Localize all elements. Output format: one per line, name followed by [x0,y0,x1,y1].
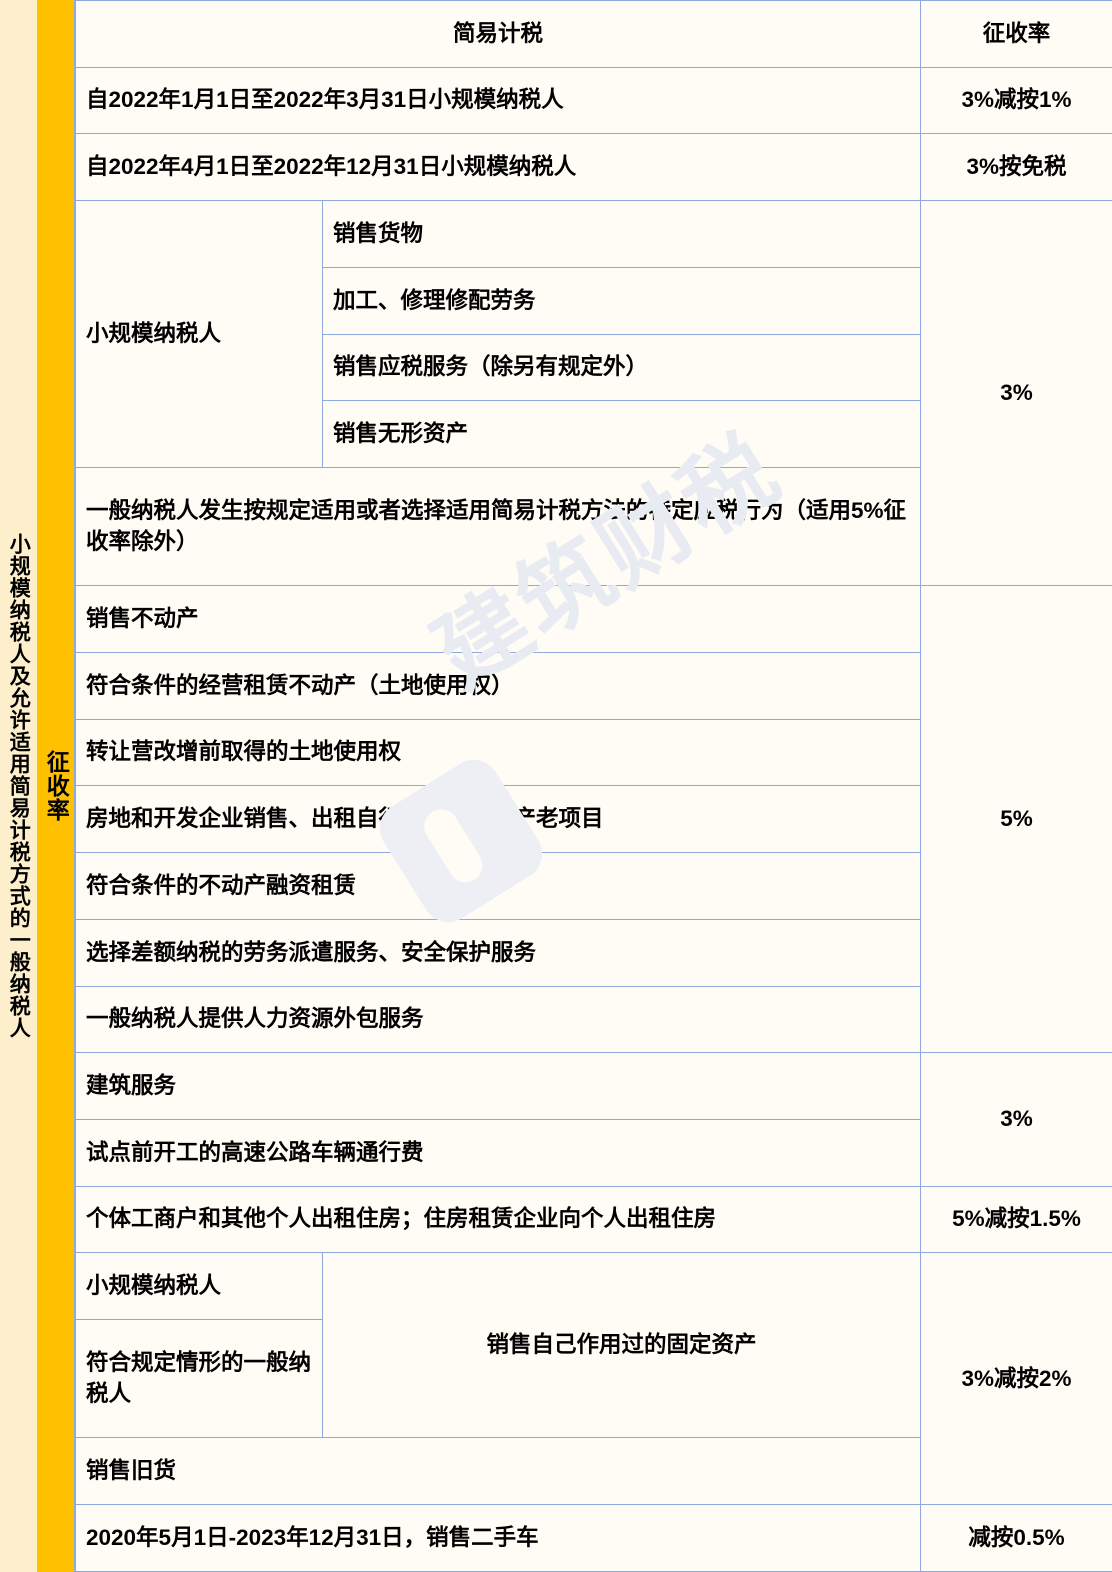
table-row: 选择差额纳税的劳务派遣服务、安全保护服务 [74,918,1112,987]
used-car-desc: 2020年5月1日-2023年12月31日，销售二手车 [74,1504,922,1572]
rate-vertical-label: 征收率 [43,750,70,822]
header-method: 简易计税 [74,0,922,68]
table-row: 自2022年1月1日至2022年3月31日小规模纳税人 3%减按1% [74,66,1112,135]
group-3pct-b-item-1: 试点前开工的高速公路车辆通行费 [74,1118,922,1187]
table-header-row: 简易计税 征收率 [74,0,1112,68]
header-rate: 征收率 [920,0,1112,68]
group-3-2-shared-desc: 销售自己作用过的固定资产 [321,1252,922,1439]
table-row: 2020年5月1日-2023年12月31日，销售二手车 减按0.5% [74,1504,1112,1572]
table-row: 一般纳税人发生按规定适用或者选择适用简易计税方法的特定应税行为（适用5%征收率除… [74,467,1112,587]
group-3pct-item-3: 销售无形资产 [321,400,922,469]
promo-1-desc: 自2022年1月1日至2022年3月31日小规模纳税人 [74,66,922,135]
group-3pct-taxpayer: 小规模纳税人 [75,200,323,469]
promo-1-rate: 3%减按1% [920,66,1112,135]
group-3-2-taxpayer-2: 符合规定情形的一般纳税人 [75,1319,323,1439]
group-5pct-item-5: 选择差额纳税的劳务派遣服务、安全保护服务 [74,918,922,987]
table-row: 销售不动产 5% [74,585,1112,1054]
group-5pct-item-0: 销售不动产 [74,585,922,653]
promo-2-desc: 自2022年4月1日至2022年12月31日小规模纳税人 [74,133,922,202]
group-3pct-rate: 3% [920,200,1112,587]
group-3pct-item-2: 销售应税服务（除另有规定外） [321,333,922,402]
group-3pct-b-item-0: 建筑服务 [74,1052,922,1120]
group-3-2-rate: 3%减按2% [920,1252,1112,1506]
group-5pct-item-1: 符合条件的经营租赁不动产（土地使用权） [74,651,922,720]
category-column: 小规模纳税人及允许适用简易计税方式的一般纳税人 [0,0,37,1572]
table-row: 建筑服务 3% [74,1052,1112,1187]
group-3-2-taxpayer-1: 小规模纳税人 [75,1252,323,1321]
table-row: 个体工商户和其他个人出租住房；住房租赁企业向个人出租住房 5%减按1.5% [74,1185,1112,1254]
rate-column-header-vertical: 征收率 [37,0,75,1572]
table-row: 销售应税服务（除另有规定外） [76,333,1112,402]
group-3-2-extra-item: 销售旧货 [74,1437,922,1506]
group-5pct-item-4: 符合条件的不动产融资租赁 [74,852,922,920]
table-row: 加工、修理修配劳务 [76,266,1112,335]
table-row: 符合规定情形的一般纳税人 [75,1319,1112,1439]
table-wrapper: 建筑财税 简易计税 征收率 自2022年1月1日至2022年3月31日小规模纳税… [74,0,1112,1572]
group-3pct-item-1: 加工、修理修配劳务 [321,266,922,335]
group-5pct-rate: 5% [920,585,1112,1054]
group-5pct-item-3: 房地和开发企业销售、出租自行开发的房地产老项目 [74,785,922,854]
group-5pct-item-2: 转让营改增前取得的土地使用权 [74,718,922,787]
table-row: 小规模纳税人 销售货物 3% [75,200,1112,587]
table-row: 小规模纳税人 销售自己作用过的固定资产 3%减按2% [75,1252,1112,1506]
group-5-1-5-desc: 个体工商户和其他个人出租住房；住房租赁企业向个人出租住房 [74,1185,922,1254]
group-5pct-item-6: 一般纳税人提供人力资源外包服务 [74,985,922,1054]
category-vertical-label: 小规模纳税人及允许适用简易计税方式的一般纳税人 [7,533,31,1039]
table-row: 自2022年4月1日至2022年12月31日小规模纳税人 3%按免税 [74,133,1112,202]
promo-2-rate: 3%按免税 [920,133,1112,202]
used-car-rate: 减按0.5% [920,1504,1112,1572]
table-row: 试点前开工的高速公路车辆通行费 [74,1118,1112,1187]
group-3pct-general-note: 一般纳税人发生按规定适用或者选择适用简易计税方法的特定应税行为（适用5%征收率除… [74,467,922,587]
group-5-1-5-rate: 5%减按1.5% [920,1185,1112,1254]
simplified-tax-table: 简易计税 征收率 自2022年1月1日至2022年3月31日小规模纳税人 3%减… [74,0,1112,1572]
table-row: 符合条件的经营租赁不动产（土地使用权） [74,651,1112,720]
group-3pct-b-rate: 3% [920,1052,1112,1187]
group-3pct-item-0: 销售货物 [321,200,922,268]
table-row: 一般纳税人提供人力资源外包服务 [74,985,1112,1054]
